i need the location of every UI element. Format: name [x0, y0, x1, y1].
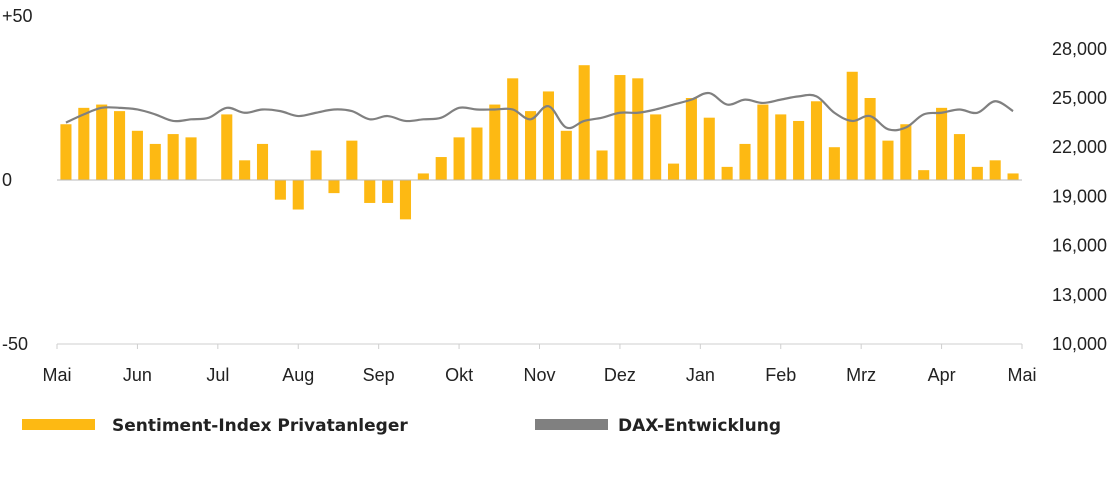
sentiment-bar	[989, 160, 1001, 180]
left-axis-tick-label: 0	[2, 170, 12, 190]
sentiment-bar	[489, 104, 501, 180]
sentiment-bar	[846, 71, 858, 180]
legend: Sentiment-Index Privatanleger DAX-Entwic…	[22, 416, 781, 436]
x-axis-tick-label: Aug	[282, 365, 314, 385]
sentiment-bar	[560, 130, 572, 180]
right-axis-tick-label: 16,000	[1052, 236, 1107, 256]
sentiment-bar	[667, 163, 680, 180]
sentiment-bar	[149, 143, 161, 180]
legend-swatch-dax	[535, 419, 608, 430]
x-axis-tick-label: Jan	[686, 365, 715, 385]
sentiment-bar	[274, 180, 286, 200]
x-axis-tick-label: Sep	[363, 365, 395, 385]
x-axis-tick-label: Mrz	[846, 365, 876, 385]
sentiment-bar	[131, 130, 143, 180]
sentiment-bar	[632, 78, 644, 180]
x-axis-tick-label: Jul	[206, 365, 229, 385]
sentiment-bar	[417, 173, 429, 180]
sentiment-bar	[96, 104, 108, 180]
sentiment-bar	[542, 91, 554, 180]
sentiment-bar	[685, 98, 697, 180]
x-axis-tick-label: Jun	[123, 365, 152, 385]
sentiment-bar	[167, 134, 179, 180]
sentiment-bar	[453, 137, 465, 180]
x-axis-tick-label: Feb	[765, 365, 796, 385]
right-axis-tick-label: 22,000	[1052, 137, 1107, 157]
sentiment-bar	[346, 140, 358, 180]
legend-label-sentiment: Sentiment-Index Privatanleger	[112, 416, 408, 436]
sentiment-bar	[78, 107, 90, 180]
sentiment-bar	[864, 98, 876, 180]
left-axis-tick-label: -50	[2, 334, 28, 354]
right-axis-tick-label: 28,000	[1052, 39, 1107, 59]
sentiment-bar	[525, 111, 537, 180]
sentiment-bar	[703, 117, 715, 180]
sentiment-bar	[221, 114, 233, 180]
sentiment-bar	[721, 166, 733, 180]
right-axis-tick-label: 25,000	[1052, 88, 1107, 108]
right-axis-tick-label: 10,000	[1052, 334, 1107, 354]
left-axis-tick-label: +50	[2, 6, 33, 26]
sentiment-bar	[596, 150, 608, 180]
right-axis-labels: 10,000 13,000 16,000 19,000 22,000 25,000 28,0…	[1052, 39, 1107, 354]
right-axis-tick-label: 19,000	[1052, 186, 1107, 206]
sentiment-bar	[810, 101, 823, 180]
sentiment-bar	[399, 180, 412, 220]
sentiment-bar	[364, 180, 376, 203]
bars-layer	[60, 65, 1019, 220]
sentiment-bar	[1007, 173, 1019, 180]
legend-label-dax: DAX-Entwicklung	[618, 416, 781, 436]
x-axis-tick-label: Mai	[42, 365, 71, 385]
x-axis-labels: Mai Jun Jul Aug Sep Okt Nov Dez Jan Feb Mrz Apr Mai	[42, 365, 1036, 385]
sentiment-bar	[292, 180, 304, 210]
sentiment-bar	[936, 107, 948, 180]
sentiment-bar	[739, 143, 751, 180]
sentiment-bar	[507, 78, 519, 180]
sentiment-bar	[185, 137, 197, 180]
sentiment-bar	[114, 111, 126, 180]
sentiment-bar	[256, 143, 269, 180]
sentiment-bar	[382, 180, 394, 203]
legend-swatch-sentiment	[22, 419, 95, 430]
x-axis-tick-label: Apr	[928, 365, 956, 385]
sentiment-bar	[578, 65, 590, 180]
sentiment-bar	[882, 140, 894, 180]
x-axis-tick-label: Nov	[523, 365, 555, 385]
sentiment-bar	[900, 124, 912, 180]
dax-line-series	[65, 91, 1014, 132]
sentiment-bar	[971, 166, 983, 180]
sentiment-bar	[471, 127, 483, 180]
sentiment-bar	[918, 170, 930, 180]
sentiment-bar	[614, 75, 626, 180]
sentiment-bar	[650, 114, 662, 180]
sentiment-bar	[239, 160, 251, 180]
sentiment-bar	[775, 114, 787, 180]
x-axis-tick-label: Mai	[1007, 365, 1036, 385]
x-axis-tick-label: Dez	[604, 365, 636, 385]
sentiment-bar	[328, 180, 340, 194]
right-axis-tick-label: 13,000	[1052, 285, 1107, 305]
sentiment-bar	[953, 134, 965, 180]
sentiment-bar	[435, 157, 447, 180]
sentiment-bar	[310, 150, 322, 180]
sentiment-bar	[828, 147, 840, 180]
x-axis-tick-label: Okt	[445, 365, 473, 385]
sentiment-bar	[60, 124, 72, 180]
sentiment-bar	[793, 120, 805, 180]
x-axis-ticks	[56, 344, 1023, 349]
sentiment-bar	[757, 104, 769, 180]
left-axis-labels: +50 0 -50	[2, 6, 33, 354]
